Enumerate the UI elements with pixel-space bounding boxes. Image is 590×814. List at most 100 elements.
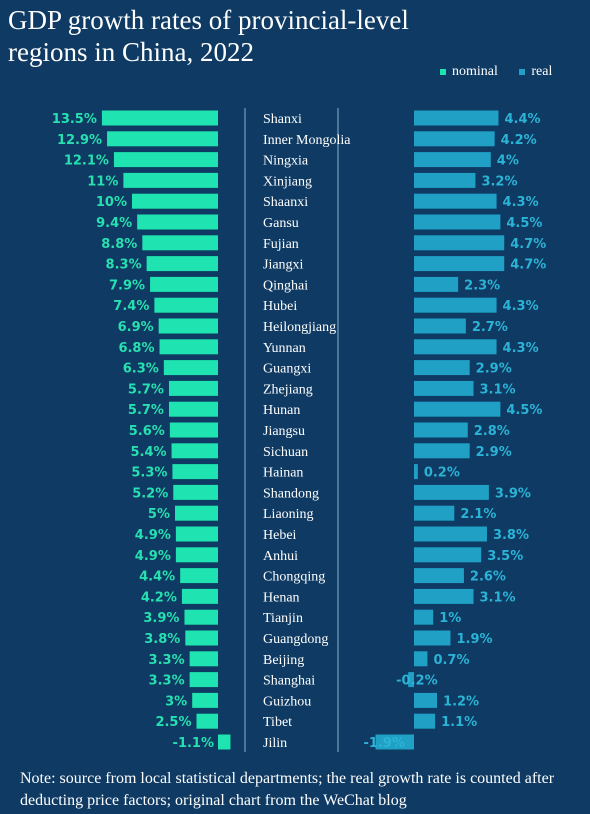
real-bar [414, 131, 495, 147]
nominal-value-label: 5.3% [131, 466, 167, 481]
nominal-value-label: 11% [87, 174, 118, 189]
region-label: Fujian [263, 237, 299, 252]
real-bar [414, 443, 470, 459]
region-label: Shandong [263, 486, 319, 501]
region-label: Guizhou [263, 694, 311, 709]
nominal-bar [154, 297, 218, 313]
real-bar [414, 547, 482, 563]
legend-swatch-nominal [440, 68, 446, 75]
real-bar [414, 713, 436, 729]
real-value-label: 4.4% [504, 112, 540, 127]
real-value-label: 2.9% [476, 445, 512, 460]
real-bar [414, 401, 501, 417]
region-label: Guangdong [263, 632, 328, 647]
real-value-label: 4.7% [510, 237, 546, 252]
region-label: Xinjiang [263, 174, 312, 189]
real-value-label: 4.2% [501, 133, 537, 148]
nominal-value-label: 5% [148, 507, 170, 522]
real-bar [414, 484, 489, 500]
region-label: Heilongjiang [263, 320, 336, 335]
real-bar [414, 380, 474, 396]
real-value-label: 2.3% [464, 278, 500, 293]
real-bar [414, 526, 487, 542]
region-label: Shanghai [263, 674, 315, 689]
real-value-label: 4.3% [503, 341, 539, 356]
real-bar [414, 214, 501, 230]
legend-label-nominal: nominal [452, 64, 498, 79]
real-value-label: 0.7% [433, 653, 469, 668]
nominal-value-label: 3.9% [143, 611, 179, 626]
nominal-value-label: 5.6% [129, 424, 165, 439]
real-bar [414, 588, 474, 604]
real-value-label: 2.7% [472, 320, 508, 335]
real-value-label: -0.2% [396, 674, 437, 689]
real-bar [414, 505, 455, 521]
real-bar [408, 672, 414, 688]
real-value-label: 4.3% [503, 195, 539, 210]
legend-item-nominal: nominal [440, 64, 501, 79]
real-value-label: 0.2% [424, 466, 460, 481]
nominal-value-label: 6.3% [123, 362, 159, 377]
nominal-bar [107, 131, 218, 147]
nominal-bar [150, 276, 218, 292]
real-value-label: 2.9% [476, 362, 512, 377]
source-note: Note: source from local statistical depa… [20, 770, 555, 809]
real-bar [414, 172, 476, 188]
real-value-label: 2.6% [470, 570, 506, 585]
real-value-label: 1.9% [456, 632, 492, 647]
real-bar [414, 276, 459, 292]
region-label: Jiangsu [263, 424, 305, 439]
real-bar [414, 651, 428, 667]
nominal-bar [169, 422, 218, 438]
nominal-bar [142, 235, 218, 251]
region-label: Jiangxi [263, 258, 304, 273]
legend-item-real: real [519, 64, 552, 79]
nominal-value-label: 3.3% [149, 674, 185, 689]
nominal-value-label: 8.8% [101, 237, 137, 252]
legend-label-real: real [531, 64, 553, 79]
nominal-bar [123, 172, 218, 188]
nominal-value-label: 10% [96, 195, 127, 210]
nominal-bar [132, 193, 218, 209]
nominal-bar [168, 401, 218, 417]
nominal-bar [163, 360, 218, 376]
nominal-bar [158, 318, 218, 334]
real-value-label: 3.9% [495, 486, 531, 501]
nominal-bar [185, 630, 218, 646]
nominal-value-label: 2.5% [155, 715, 191, 730]
real-bar [414, 318, 466, 334]
region-label: Ningxia [263, 154, 309, 169]
real-bar [414, 339, 497, 355]
region-label: Sichuan [263, 445, 308, 460]
nominal-bar [189, 672, 218, 688]
region-label: Zhejiang [263, 382, 313, 397]
nominal-value-label: 3.8% [144, 632, 180, 647]
real-value-label: 4.3% [503, 299, 539, 314]
region-label: Qinghai [263, 278, 308, 293]
real-value-label: 1.1% [441, 715, 477, 730]
nominal-bar [168, 380, 218, 396]
real-bar [414, 422, 468, 438]
region-label: Anhui [263, 549, 298, 564]
real-bar [414, 152, 491, 168]
real-value-label: 3.5% [487, 549, 523, 564]
real-value-label: 1.2% [443, 694, 479, 709]
nominal-value-label: 12.9% [57, 133, 102, 148]
nominal-bar [137, 214, 218, 230]
nominal-value-label: 7.9% [109, 278, 145, 293]
nominal-bar [101, 110, 218, 126]
nominal-value-label: 6.9% [118, 320, 154, 335]
chart-title: GDP growth rates of provincial-level reg… [8, 5, 409, 67]
nominal-bar [175, 547, 218, 563]
real-bar [414, 360, 470, 376]
nominal-value-label: 5.2% [132, 486, 168, 501]
nominal-value-label: 5.4% [130, 445, 166, 460]
nominal-bar [181, 588, 218, 604]
real-value-label: 3.1% [480, 382, 516, 397]
real-value-label: 2.1% [460, 507, 496, 522]
real-bar [414, 193, 497, 209]
legend: nominal real [440, 64, 570, 80]
nominal-value-label: 4.2% [141, 590, 177, 605]
real-value-label: 2.8% [474, 424, 510, 439]
